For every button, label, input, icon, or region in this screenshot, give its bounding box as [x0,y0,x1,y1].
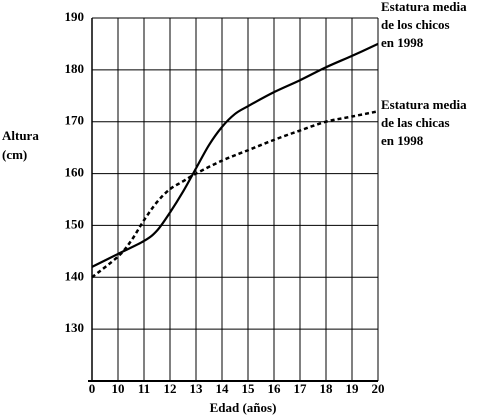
x-tick-label: 19 [346,381,360,396]
series-label: de los chicos [381,17,450,32]
y-tick-label: 170 [65,113,85,128]
x-tick-label: 20 [372,381,385,396]
y-axis-title: Altura [2,128,39,143]
series-label: de las chicas [381,115,450,130]
series-line [91,110,379,279]
y-tick-label: 140 [65,268,85,283]
series-label: Estatura media [381,0,467,14]
series-label: Estatura media [381,97,467,112]
y-axis-title: (cm) [2,147,27,162]
y-tick-label: 180 [65,61,85,76]
y-tick-label: 160 [65,165,85,180]
x-tick-label: 12 [164,381,177,396]
y-tick-label: 130 [65,320,85,335]
x-tick-label: 0 [89,381,96,396]
x-tick-label: 18 [320,381,334,396]
series-label: en 1998 [381,35,424,50]
x-axis-title: Edad (años) [210,400,277,415]
x-tick-label: 17 [294,381,308,396]
x-tick-label: 14 [216,381,230,396]
x-tick-label: 10 [112,381,125,396]
x-tick-label: 16 [268,381,282,396]
x-tick-label: 11 [138,381,150,396]
x-tick-label: 15 [242,381,256,396]
x-tick-label: 13 [190,381,204,396]
series-line [91,42,379,268]
y-tick-label: 150 [65,216,85,231]
series-label: en 1998 [381,133,424,148]
y-tick-label: 190 [65,9,85,24]
